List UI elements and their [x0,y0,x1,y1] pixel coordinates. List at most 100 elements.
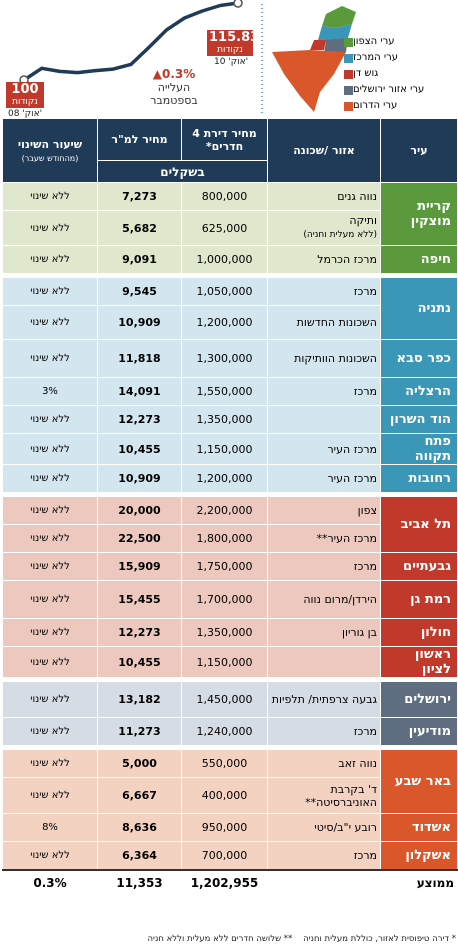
footnote-typical: * דירה טיפוסית לאזור, כוללת מעלית וחניה [303,934,456,944]
average-area-empty [267,868,381,896]
area-cell: מרכז [267,277,381,306]
price-per-sqm: 7,273 [97,182,182,211]
city-name: קריית מוצקין [380,182,458,246]
area-cell: מרכז [267,377,381,406]
apartment-price: 1,150,000 [181,646,268,678]
price-per-sqm: 10,909 [97,305,182,340]
change-rate: ללא שינוי [2,777,98,814]
price-per-sqm: 5,682 [97,210,182,246]
rise-label-2: בספטמבר [150,94,198,107]
table-row: ותיקה (ללא מעלית וחניה) 625,000 5,682 ללא שי… [2,210,458,246]
legend-label: ערי המרכז [353,52,399,63]
area-name: צפון [357,504,377,517]
price-per-sqm: 15,455 [97,580,182,619]
area-name: ד' בקרבת האוניברסיטה** [305,782,377,809]
region-legend: ערי הצפון ערי המרכז גוש דן ערי אזור ירוש… [340,34,454,114]
apartment-price: 800,000 [181,182,268,211]
start-index-value: 100 [6,82,44,97]
price-per-sqm: 10,909 [97,464,182,493]
change-rate: ללא שינוי [2,749,98,778]
map-center-region [318,24,352,42]
area-name: השכונות החדשות [296,316,377,329]
average-price: 1,202,955 [181,868,268,896]
apartment-price: 1,240,000 [181,717,268,746]
rise-percent: ▲0.3% [152,67,196,81]
apartment-price: 1,000,000 [181,245,268,274]
area-name: מרכז [353,560,377,573]
area-cell: נווה גנים [267,182,381,211]
apartment-price: 1,700,000 [181,580,268,619]
city-name: הוד השרון [380,405,458,434]
index-line-chart [19,0,356,114]
table-row: קריית מוצקין נווה גנים 800,000 7,273 ללא שינ… [2,182,458,246]
table-row: פתח תקווה מרכז העיר 1,150,000 10,455 ללא שינ… [2,433,458,465]
apartment-price: 1,350,000 [181,618,268,647]
apartment-price: 2,200,000 [181,496,268,525]
area-cell: מרכז [267,717,381,746]
map-south-region [272,50,346,112]
area-cell: רובע י"ב/סיטי [267,813,381,842]
table-row: השכונות החדשות 1,200,000 10,909 ללא שינוי [2,305,458,340]
map-dan-region [310,40,326,50]
legend-swatch [344,53,353,63]
header-change: שיעור השינוי (מהחודש שעבר) [2,118,98,183]
table-row: כפר סבא השכונות הוותיקות 1,300,000 11,818 לל… [2,339,458,378]
legend-label: ערי אזור ירושלים [353,84,425,95]
area-name: מרכז העיר** [316,532,377,545]
city-name: הרצליה [380,377,458,406]
table-row: מרכז העיר** 1,800,000 22,500 ללא שינוי [2,524,458,553]
table-row: ראשון לציון 1,150,000 10,455 ללא שינוי [2,646,458,678]
table-row: אשדוד רובע י"ב/סיטי 950,000 8,636 8% [2,813,458,842]
area-cell: בן גוריון [267,618,381,647]
apartment-price: 1,300,000 [181,339,268,378]
legend-swatch [344,101,353,111]
average-sqm: 11,353 [97,868,182,896]
area-name: ותיקה [349,214,377,227]
apartment-price: 1,450,000 [181,681,268,718]
monthly-rise-annotation: ▲0.3% העלייה בספטמבר [138,67,210,108]
apartment-price: 950,000 [181,813,268,842]
area-name: מרכז [353,285,377,298]
end-index-badge: 115.83 נקודות [207,30,260,56]
table-row: חולון בן גוריון 1,350,000 12,273 ללא שינוי [2,618,458,647]
legend-label: ערי הדרום [353,100,398,111]
city-name: נתניה [380,277,458,340]
table-row: מודיעין מרכז 1,240,000 11,273 ללא שינוי [2,717,458,746]
price-per-sqm: 10,455 [97,646,182,678]
apartment-price: 1,750,000 [181,552,268,581]
price-per-sqm: 6,364 [97,841,182,870]
apartment-price: 1,050,000 [181,277,268,306]
table-row: ירושלים גבעה צרפתית/ תלפיות 1,450,000 13,18… [2,681,458,718]
price-table-body: קריית מוצקין נווה גנים 800,000 7,273 ללא שינ… [2,182,458,896]
price-per-sqm: 11,273 [97,717,182,746]
price-per-sqm: 14,091 [97,377,182,406]
rise-label-1: העלייה [157,81,191,94]
price-per-sqm: 20,000 [97,496,182,525]
area-name: מרכז העיר [327,442,377,456]
apartment-price: 1,200,000 [181,464,268,493]
table-row: תל אביב צפון 2,200,000 20,000 ללא שינוי [2,496,458,553]
change-rate: 8% [2,813,98,842]
average-label: ממוצע [380,868,458,896]
price-table: עיר אזור /שכונה מחיר דירת 4 חדרים* מחיר … [2,118,458,896]
average-change: 0.3% [2,868,98,896]
table-row: באר שבע נווה זאב 550,000 5,000 ללא שינוי [2,749,458,814]
price-per-sqm: 6,667 [97,777,182,814]
legend-label: גוש דן [353,68,379,79]
area-cell: ותיקה (ללא מעלית וחניה) [267,210,381,246]
change-rate: ללא שינוי [2,552,98,581]
footnotes: * דירה טיפוסית לאזור, כוללת מעלית וחניה … [2,934,456,944]
end-index-value: 115.83 [207,30,260,45]
city-name: רחובות [380,464,458,493]
area-name: מרכז [353,385,377,398]
index-line [22,1,240,82]
legend-label: ערי הצפון [353,36,395,47]
average-row: ממוצע 1,202,955 11,353 0.3% [2,868,458,896]
end-point [233,0,243,8]
header-currency: בשקלים [97,160,268,183]
city-name: ירושלים [380,681,458,718]
change-rate: ללא שינוי [2,646,98,678]
change-rate: ללא שינוי [2,433,98,465]
area-cell: ד' בקרבת האוניברסיטה** [267,777,381,814]
area-name: השכונות הוותיקות [294,352,377,365]
